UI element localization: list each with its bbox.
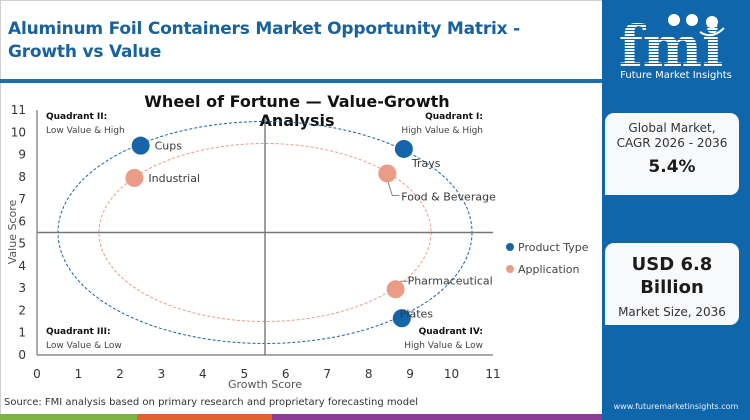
market-size-label: Market Size, 2036	[618, 305, 726, 319]
y-tick-label: 1	[18, 326, 26, 340]
y-tick-label: 4	[18, 259, 26, 273]
page-title: Aluminum Foil Containers Market Opportun…	[8, 19, 520, 62]
product-type-dot-icon	[506, 243, 514, 251]
quadrant-title: Quadrant I:	[425, 112, 483, 122]
y-tick-label: 10	[11, 125, 26, 139]
data-point-food-beverage[interactable]	[378, 164, 397, 183]
axis-ticks: 0 1 2 3 4 5 6 7 8 9 10 11 0 1 2 3 4 5 6 7 8 9 10 11	[11, 103, 501, 381]
y-tick-label: 3	[18, 281, 26, 295]
data-point-cups[interactable]	[131, 136, 150, 155]
footer-stripe-green	[0, 414, 137, 420]
x-tick-label: 4	[199, 367, 207, 381]
scatter-plot: 0 1 2 3 4 5 6 7 8 9 10 11 0 1 2 3 4 5 6 7 8 9 10 11 Quadrant I:…	[6, 103, 501, 391]
data-point-label: Cups	[155, 140, 183, 153]
axes	[36, 110, 493, 356]
cagr-label-line2: CAGR 2026 - 2036	[616, 136, 728, 150]
title-divider	[0, 79, 602, 83]
legend: Product Type Application	[506, 236, 589, 280]
fmi-logo-icon: fmi	[619, 14, 725, 70]
logo-text: Future Market Insights	[620, 70, 732, 81]
x-tick-label: 1	[75, 367, 83, 381]
y-tick-label: 6	[18, 214, 26, 228]
market-size-value-line2: Billion	[640, 277, 704, 298]
y-tick-label: 5	[18, 237, 26, 251]
market-size-value-line1: USD 6.8	[631, 254, 713, 275]
y-tick-label: 7	[18, 192, 26, 206]
x-tick-label: 11	[485, 367, 500, 381]
y-axis-label: Value Score	[6, 200, 19, 265]
label-leader-line	[386, 179, 400, 196]
market-size-card: USD 6.8 Billion Market Size, 2036	[605, 243, 739, 325]
legend-label: Application	[518, 262, 580, 276]
data-point-label: Food & Beverage	[401, 190, 496, 203]
quadrant-labels: Quadrant I: High Value & High Quadrant II:…	[46, 112, 483, 351]
x-tick-label: 5	[240, 367, 248, 381]
quadrant-title: Quadrant II:	[46, 112, 107, 122]
quadrant-title: Quadrant IV:	[419, 327, 483, 337]
data-point-label: Industrial	[148, 172, 200, 185]
source-note: Source: FMI analysis based on primary re…	[4, 397, 419, 408]
y-tick-label: 0	[18, 348, 26, 362]
y-tick-label: 2	[18, 303, 26, 317]
x-tick-label: 9	[406, 367, 414, 381]
x-tick-label: 2	[116, 367, 124, 381]
data-point-trays[interactable]	[394, 139, 413, 158]
x-tick-label: 0	[33, 367, 41, 381]
data-point-industrial[interactable]	[125, 168, 144, 187]
legend-item-application[interactable]: Application	[506, 258, 589, 280]
cagr-label-line1: Global Market,	[628, 121, 716, 135]
x-axis-label: Growth Score	[228, 378, 302, 391]
footer-stripe-purple	[272, 414, 602, 420]
website-link[interactable]: www.futuremarketinsights.com	[613, 402, 739, 411]
y-tick-label: 9	[18, 148, 26, 162]
x-tick-label: 7	[323, 367, 331, 381]
legend-item-product-type[interactable]: Product Type	[506, 236, 589, 258]
quadrant-description: Low Value & Low	[46, 341, 122, 351]
chart-title: Wheel of Fortune — Value-Growth Analysis	[144, 92, 450, 130]
quadrant-description: High Value & Low	[404, 341, 483, 351]
data-point-label: Trays	[411, 157, 441, 170]
data-points: Cups Trays Plates Industrial Food & Beverage…	[125, 136, 496, 328]
x-tick-label: 6	[282, 367, 290, 381]
sidebar: fmi Future Market Insights Global Market…	[602, 0, 750, 420]
application-dot-icon	[506, 265, 514, 273]
data-point-pharmaceutical[interactable]	[386, 280, 405, 299]
quadrant-description: High Value & High	[401, 126, 483, 136]
data-point-label: Plates	[400, 307, 434, 320]
cagr-value: 5.4%	[648, 157, 696, 177]
data-point-plates[interactable]	[392, 309, 411, 328]
data-point-label: Pharmaceutical	[408, 274, 493, 287]
y-tick-label: 8	[18, 170, 26, 184]
cagr-card: Global Market, CAGR 2026 - 2036 5.4%	[605, 113, 739, 195]
quadrant-title: Quadrant III:	[46, 327, 111, 337]
x-tick-label: 3	[158, 367, 166, 381]
quadrant-description: Low Value & High	[46, 126, 125, 136]
x-tick-label: 8	[365, 367, 373, 381]
legend-label: Product Type	[518, 240, 589, 254]
y-tick-label: 11	[11, 103, 26, 117]
x-tick-label: 10	[444, 367, 459, 381]
footer-stripe-orange	[137, 414, 272, 420]
